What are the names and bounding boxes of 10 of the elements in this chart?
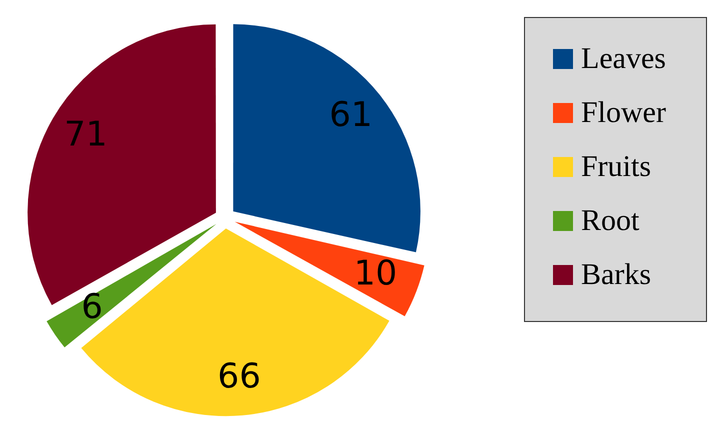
legend-label: Root — [581, 204, 640, 238]
legend-label: Flower — [581, 96, 666, 130]
data-label: 71 — [64, 114, 108, 155]
data-label: 10 — [354, 254, 398, 294]
data-label: 6 — [81, 287, 103, 328]
legend-label: Barks — [581, 258, 651, 292]
data-label: 66 — [218, 356, 261, 396]
legend-label: Leaves — [581, 42, 666, 76]
data-label: 61 — [329, 95, 372, 136]
legend-label: Fruits — [581, 150, 652, 184]
